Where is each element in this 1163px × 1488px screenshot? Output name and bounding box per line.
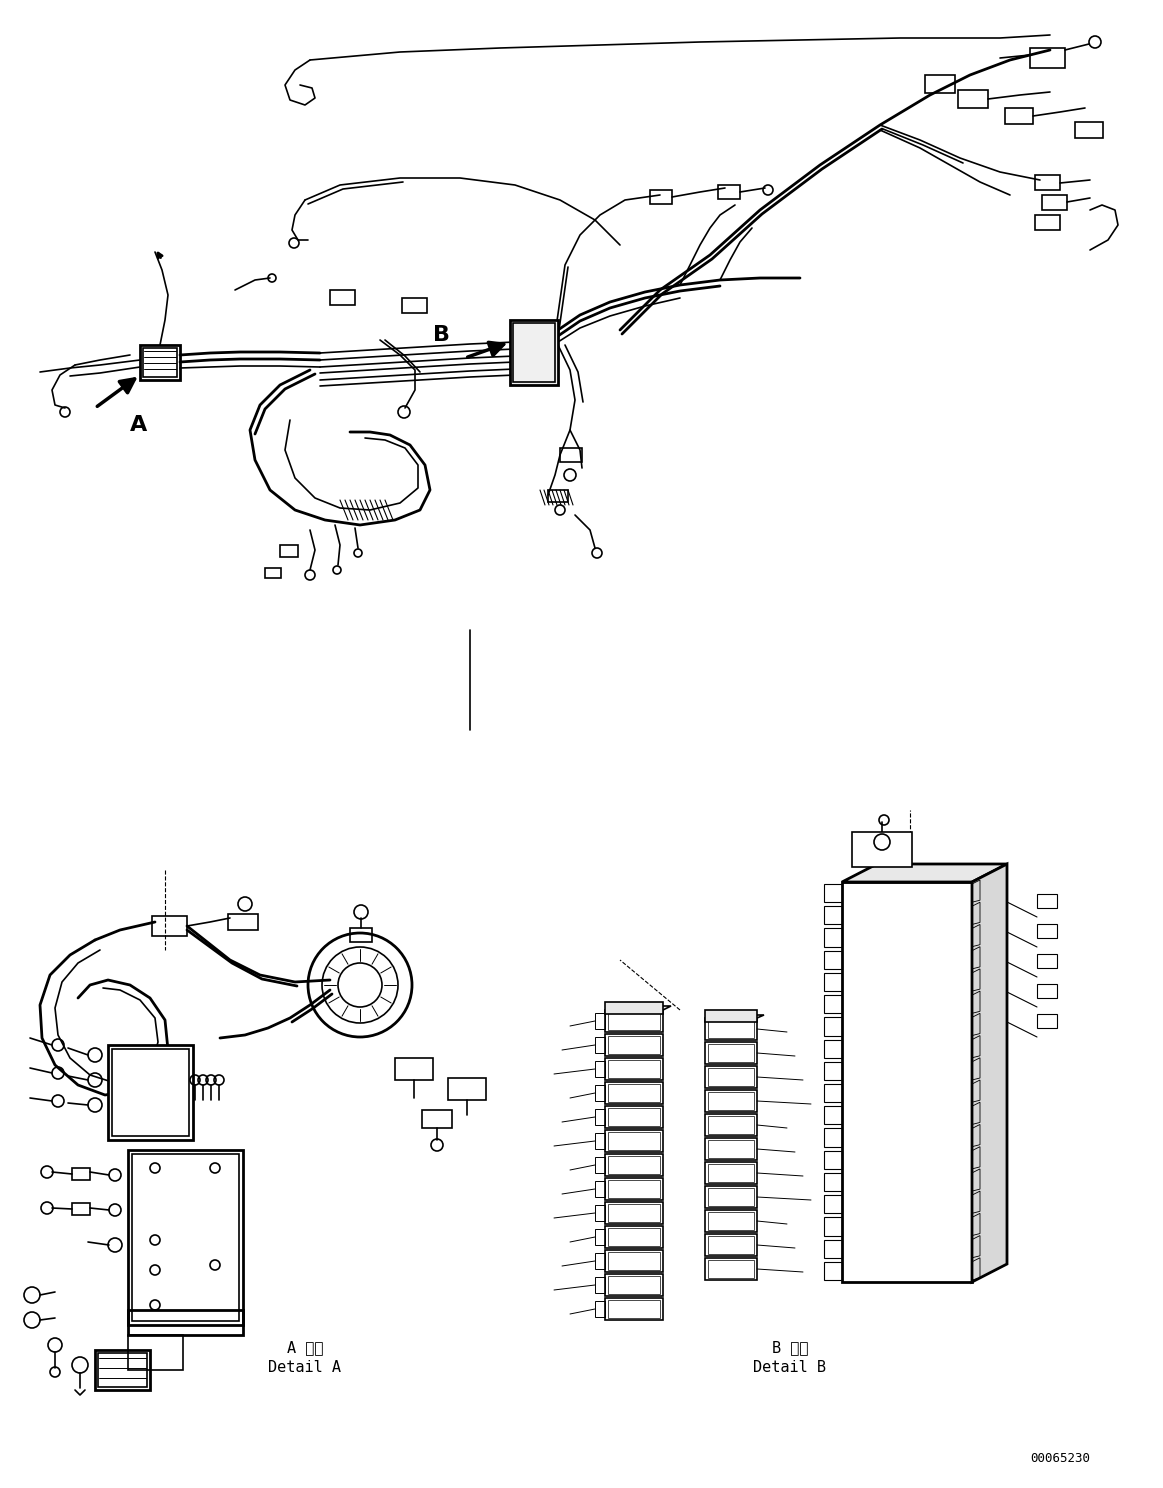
Bar: [650, 190, 672, 204]
Bar: [708, 1019, 754, 1039]
Bar: [608, 1180, 659, 1198]
Bar: [708, 1116, 754, 1134]
Bar: [608, 1301, 659, 1318]
Bar: [708, 1164, 754, 1181]
Bar: [1037, 1013, 1057, 1028]
Bar: [608, 1228, 659, 1245]
Bar: [925, 74, 955, 94]
Bar: [1042, 195, 1066, 210]
Bar: [608, 1083, 659, 1103]
Bar: [852, 832, 912, 868]
Bar: [1075, 122, 1103, 138]
Bar: [98, 1353, 147, 1387]
Bar: [708, 1237, 754, 1254]
Bar: [72, 1168, 90, 1180]
Polygon shape: [605, 1006, 671, 1010]
Bar: [1037, 894, 1057, 908]
Bar: [265, 568, 281, 577]
Bar: [152, 917, 187, 936]
Bar: [228, 914, 258, 930]
Bar: [448, 1077, 486, 1100]
Bar: [608, 1132, 659, 1150]
Bar: [705, 1010, 757, 1022]
Bar: [128, 1150, 243, 1324]
Polygon shape: [705, 1015, 764, 1018]
Bar: [1035, 214, 1059, 231]
Bar: [72, 1202, 90, 1216]
Text: B 詳細: B 詳細: [772, 1341, 808, 1356]
Bar: [108, 1045, 193, 1140]
Bar: [608, 1036, 659, 1054]
Bar: [708, 1068, 754, 1086]
Bar: [128, 1335, 183, 1370]
Bar: [511, 320, 558, 385]
Bar: [1037, 924, 1057, 937]
Text: Detail B: Detail B: [754, 1360, 827, 1375]
Bar: [708, 1045, 754, 1062]
Bar: [708, 1092, 754, 1110]
Bar: [608, 1277, 659, 1295]
Bar: [1030, 48, 1065, 68]
Bar: [842, 882, 972, 1283]
Text: 00065230: 00065230: [1030, 1451, 1090, 1464]
Bar: [605, 1001, 663, 1013]
Bar: [143, 348, 177, 376]
Bar: [708, 1213, 754, 1231]
Text: Detail A: Detail A: [269, 1360, 342, 1375]
Bar: [1037, 954, 1057, 969]
Bar: [140, 345, 180, 379]
Bar: [608, 1059, 659, 1077]
Bar: [1005, 109, 1033, 124]
Bar: [513, 323, 555, 382]
Bar: [708, 1260, 754, 1278]
Bar: [280, 545, 298, 557]
Bar: [95, 1350, 150, 1390]
Bar: [1035, 176, 1059, 190]
Bar: [548, 490, 568, 501]
Bar: [128, 1309, 243, 1335]
Text: A 詳細: A 詳細: [287, 1341, 323, 1356]
Bar: [112, 1049, 190, 1135]
Bar: [330, 290, 355, 305]
Bar: [718, 185, 740, 199]
Bar: [608, 1012, 659, 1030]
Bar: [608, 1204, 659, 1222]
Bar: [395, 1058, 433, 1080]
Bar: [608, 1156, 659, 1174]
Bar: [708, 1140, 754, 1158]
Bar: [1037, 984, 1057, 998]
Bar: [561, 448, 582, 461]
Bar: [402, 298, 427, 312]
Bar: [608, 1109, 659, 1126]
Bar: [350, 929, 372, 942]
Text: A: A: [130, 415, 148, 434]
Polygon shape: [842, 865, 1007, 882]
Bar: [131, 1155, 240, 1321]
Bar: [608, 1251, 659, 1269]
Bar: [708, 1187, 754, 1205]
Bar: [958, 89, 989, 109]
Text: B: B: [433, 324, 450, 345]
Bar: [422, 1110, 452, 1128]
Polygon shape: [972, 865, 1007, 1283]
